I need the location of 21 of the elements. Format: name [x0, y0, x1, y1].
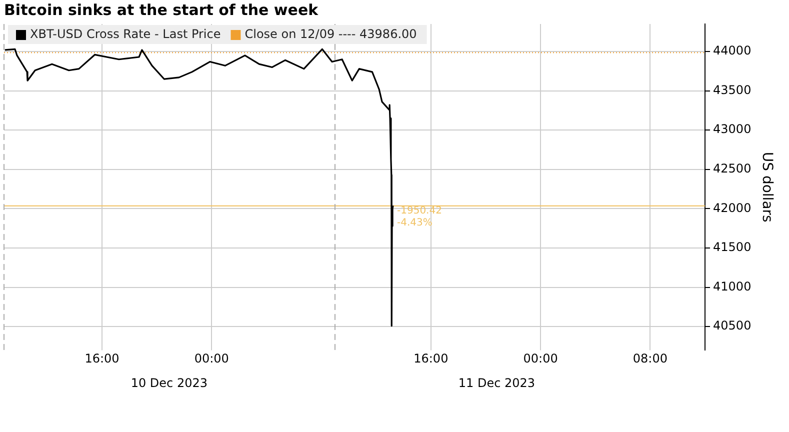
annotation: -4.43%	[397, 218, 432, 229]
legend-label: Close on 12/09 ---- 43986.00	[244, 27, 417, 42]
y-tick-label: 43000	[713, 122, 752, 136]
y-tick-label: 44000	[713, 44, 752, 58]
x-tick-label: 00:00	[194, 352, 229, 366]
y-tick-label: 42500	[713, 162, 752, 176]
y-tick-label: 40500	[713, 318, 752, 333]
x-tick-label: 00:00	[523, 352, 558, 366]
y-tick-label: 41000	[713, 279, 752, 294]
y-tick-label: 43500	[713, 82, 752, 97]
y-axis-title: US dollars	[758, 152, 775, 222]
x-tick-label: 08:00	[632, 352, 668, 366]
annotation: -1950.42	[397, 206, 442, 217]
y-tick-label: 41500	[713, 240, 752, 254]
y-tick-label: 42000	[713, 200, 752, 215]
x-tick-label: 16:00	[84, 352, 120, 366]
legend-label: XBT-USD Cross Rate - Last Price	[30, 27, 221, 42]
x2-tick-label: 10 Dec 2023	[130, 376, 208, 390]
x-tick-label: 16:00	[414, 352, 448, 366]
x2-tick-label: 11 Dec 2023	[458, 376, 536, 390]
chart-title: Bitcoin sinks at the start of the week	[4, 0, 320, 19]
